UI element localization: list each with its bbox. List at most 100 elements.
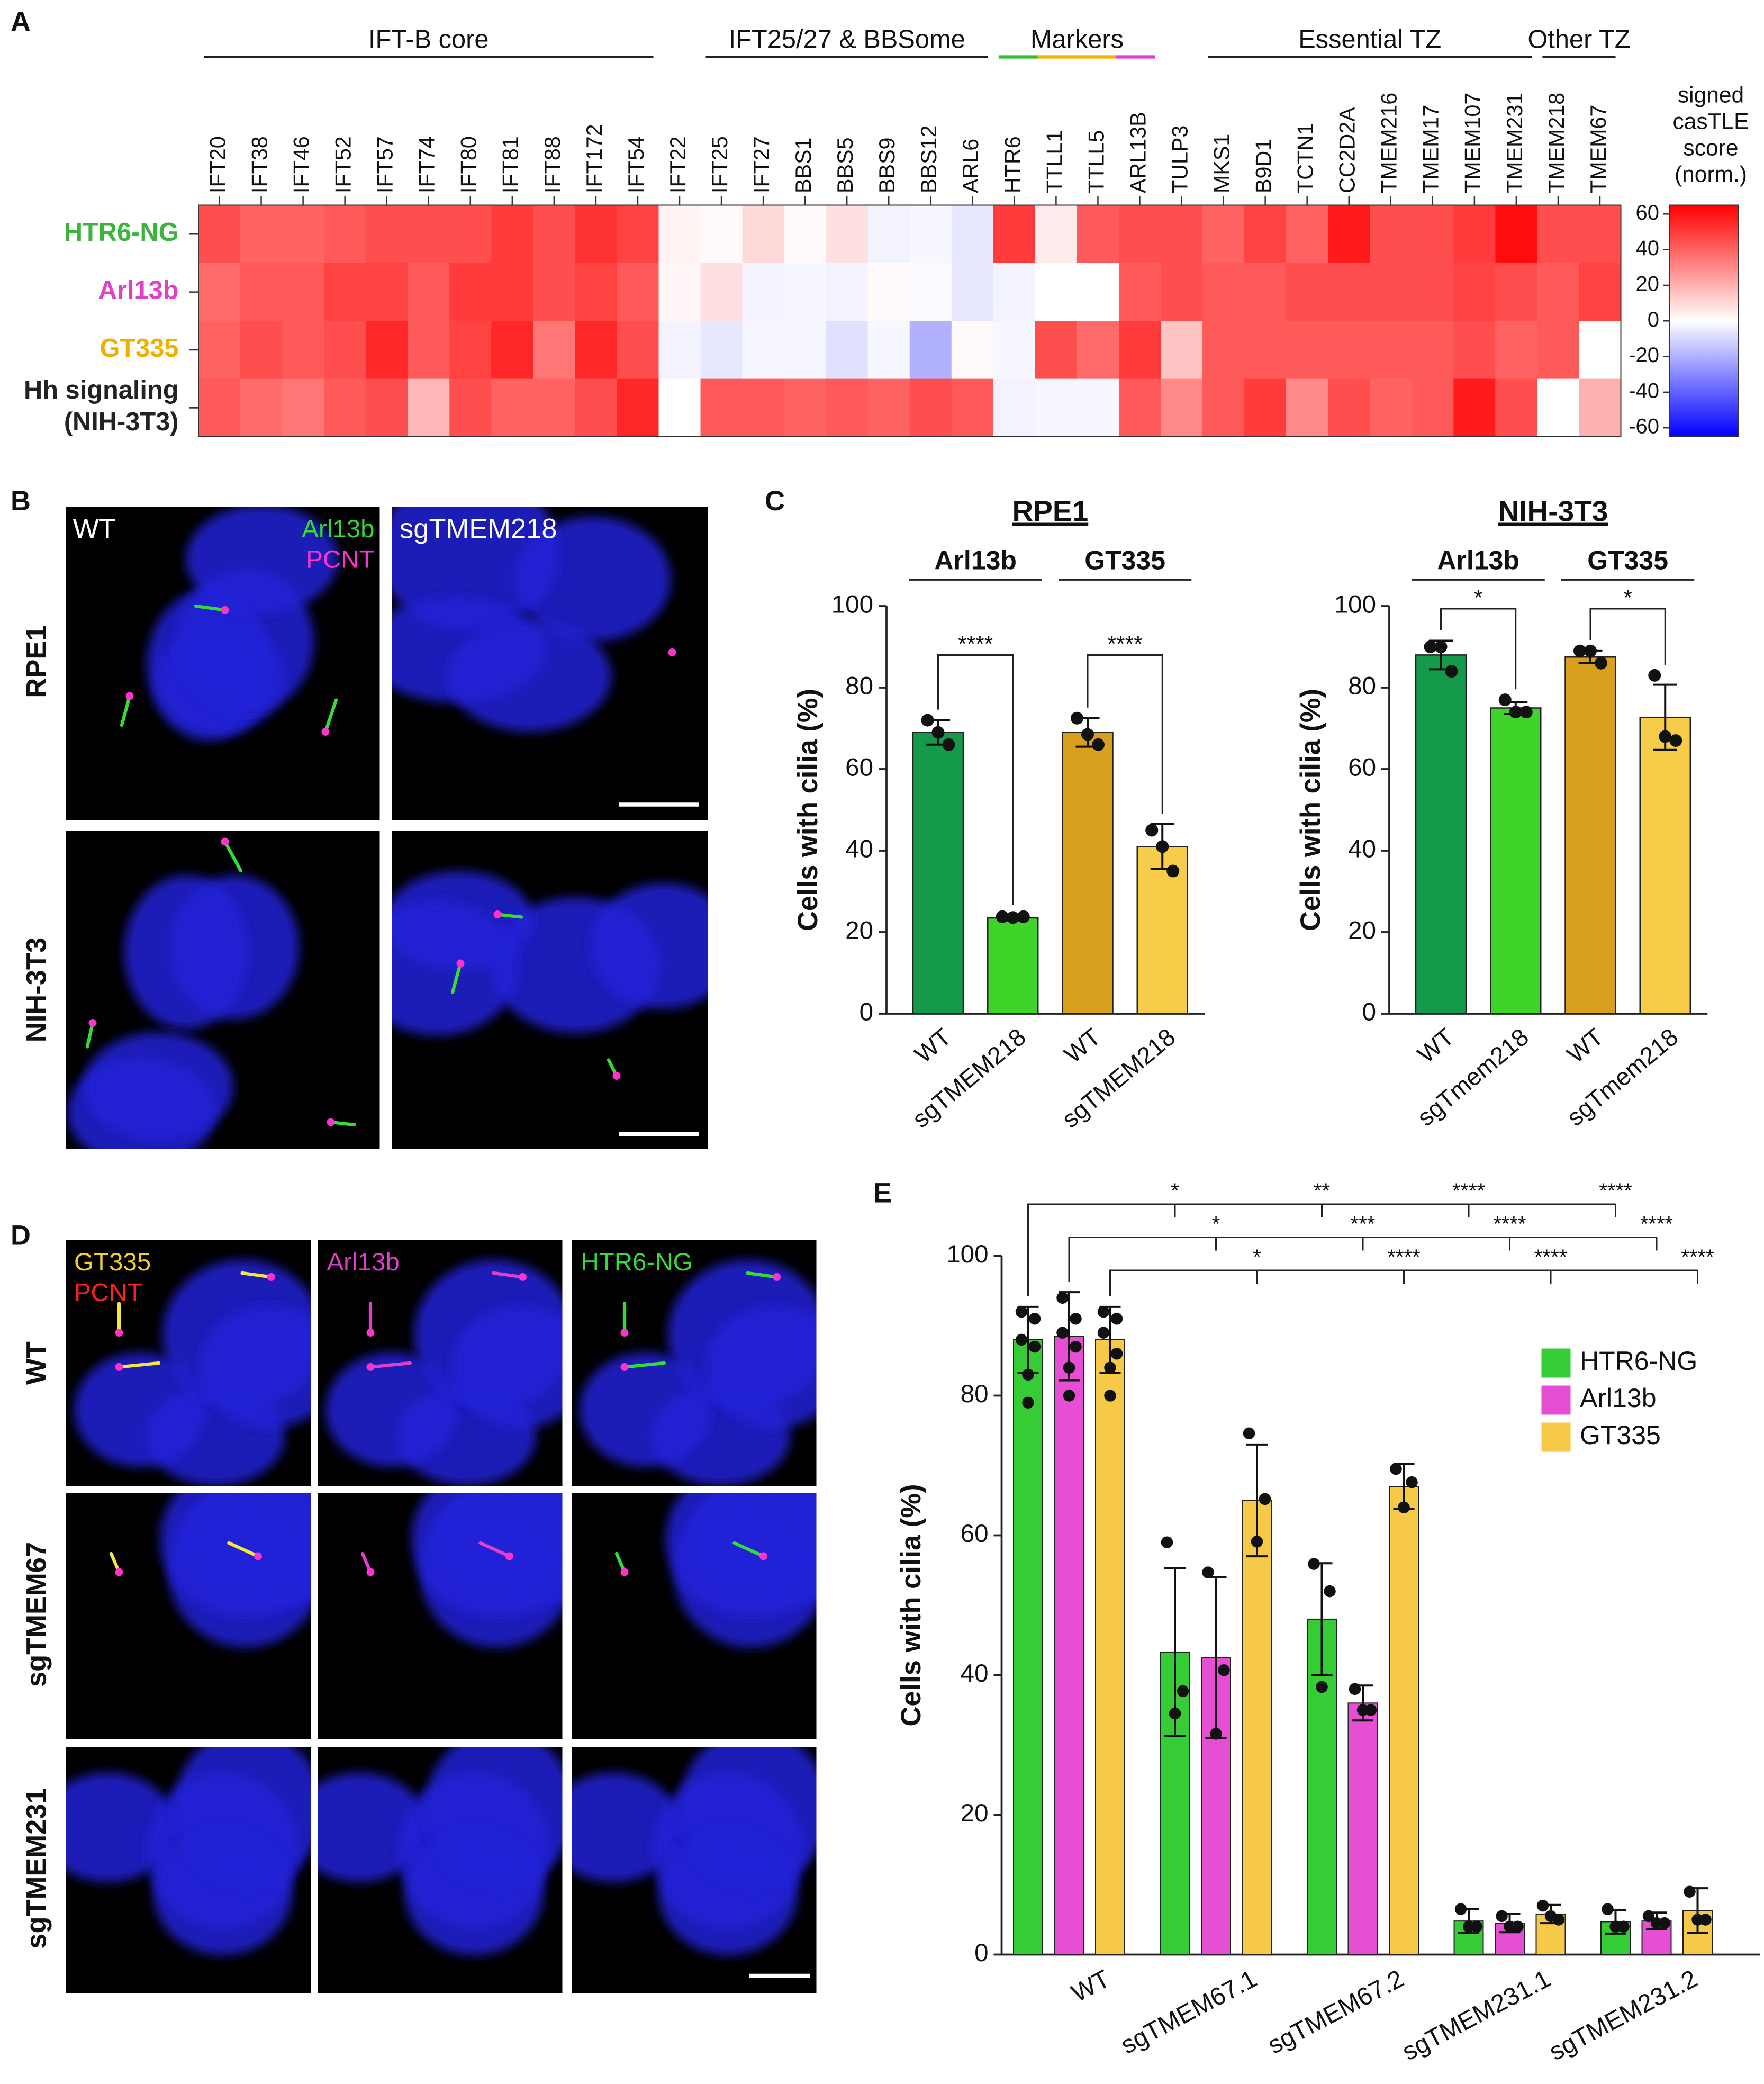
y-tick-label: 40 — [961, 1659, 989, 1688]
legend-label: Arl13b — [1580, 1383, 1657, 1413]
data-point — [1324, 1585, 1336, 1598]
data-point — [1218, 1664, 1230, 1676]
micrograph-content — [572, 1746, 817, 1955]
x-tick-label: WT — [1412, 1023, 1459, 1068]
heatmap-cell — [1077, 205, 1119, 264]
data-point — [1110, 1313, 1123, 1325]
heatmap-cell — [1579, 378, 1622, 437]
data-point — [931, 726, 945, 739]
bar — [912, 732, 964, 1015]
centrosome — [493, 910, 502, 918]
nucleus — [579, 1352, 712, 1467]
heatmap-cell — [742, 205, 785, 264]
heatmap-cell — [533, 378, 576, 437]
significance-label: * — [1474, 586, 1483, 611]
heatmap-cell — [1495, 378, 1538, 437]
column-label: TMEM17 — [1419, 105, 1443, 193]
column-label: IFT22 — [666, 136, 690, 193]
x-tick-label: sgTMEM231.1 — [1398, 1964, 1555, 2066]
nucleus — [325, 1352, 458, 1467]
nucleus — [451, 1305, 563, 1428]
data-point — [1454, 1903, 1467, 1915]
column-label: TMEM67 — [1586, 105, 1611, 193]
channel-label: HTR6-NG — [581, 1248, 693, 1276]
significance-bracket — [1027, 1203, 1616, 1296]
data-point — [942, 738, 955, 751]
micrograph-content — [579, 1260, 817, 1486]
heatmap-cell — [575, 263, 618, 322]
y-axis-label: Cells with cilia (%) — [895, 1484, 927, 1726]
heatmap-cell — [909, 263, 952, 322]
significance-bracket — [1068, 1236, 1657, 1282]
heatmap-cell — [1579, 321, 1622, 380]
column-label: ARL13B — [1126, 112, 1150, 193]
y-tick-label: 20 — [961, 1799, 989, 1827]
data-point — [1156, 840, 1169, 853]
heatmap-cell — [1118, 263, 1162, 322]
channel-label: GT335 — [74, 1248, 151, 1276]
y-tick-label: 20 — [1348, 917, 1376, 945]
heatmap-cell — [658, 321, 701, 380]
column-label: TCTN1 — [1293, 123, 1318, 193]
column-label: MKS1 — [1209, 134, 1234, 193]
data-point — [1063, 1390, 1075, 1402]
micrograph-content — [67, 837, 357, 1149]
image-label: WT — [73, 513, 116, 544]
centrosome — [125, 692, 134, 700]
x-tick-label: WT — [1059, 1023, 1106, 1068]
y-tick-label: 60 — [1348, 754, 1376, 782]
heatmap-cell — [1412, 378, 1454, 437]
column-label: HTR6 — [1000, 136, 1025, 193]
y-tick-label: 0 — [974, 1939, 988, 1967]
heatmap-cell — [408, 378, 450, 437]
data-point — [1462, 1920, 1475, 1933]
heatmap-cell — [784, 378, 827, 437]
heatmap-cell — [1161, 321, 1204, 380]
data-point — [1006, 911, 1019, 924]
heatmap-cell — [324, 263, 367, 322]
column-label: IFT88 — [540, 136, 565, 193]
y-tick-label: 40 — [1348, 835, 1376, 863]
heatmap-cell — [1118, 205, 1162, 264]
x-tick-label: sgTMEM231.2 — [1544, 1964, 1702, 2066]
group-label: Other TZ — [1527, 25, 1630, 53]
centrosome — [115, 1363, 123, 1371]
heatmap-cell — [1537, 321, 1580, 380]
nucleus — [589, 883, 708, 1009]
heatmap-cell — [867, 205, 910, 264]
data-point — [1659, 730, 1672, 743]
row-label: sgTMEM231 — [21, 1788, 52, 1948]
centrosome — [221, 837, 229, 846]
heatmap-cell — [784, 263, 827, 322]
data-point — [1166, 864, 1180, 878]
heatmap-cell — [617, 205, 659, 264]
micrograph-content — [392, 871, 708, 1080]
heatmap-cell — [909, 321, 952, 380]
row-label: NIH-3T3 — [21, 937, 52, 1042]
column-label: IFT81 — [499, 136, 523, 193]
heatmap-cell — [867, 263, 910, 322]
centrosome — [115, 1329, 123, 1337]
data-point — [1544, 1910, 1557, 1923]
x-tick-label: WT — [909, 1023, 956, 1068]
data-point — [1161, 1536, 1173, 1548]
significance-label: *** — [1351, 1213, 1376, 1236]
cilium — [240, 1271, 273, 1279]
data-point — [1015, 1333, 1028, 1346]
heatmap-cell — [1328, 205, 1371, 264]
row-label: GT335 — [99, 334, 178, 363]
nucleus — [404, 1829, 544, 1955]
channel-label: Arl13b — [327, 1248, 400, 1276]
heatmap-cell — [449, 205, 492, 264]
data-point — [1684, 1885, 1696, 1898]
chart-title: RPE1 — [1012, 495, 1089, 528]
heatmap-cell — [1077, 321, 1119, 380]
centrosome — [505, 1552, 514, 1560]
heatmap-cell — [742, 263, 785, 322]
y-axis-label: Cells with cilia (%) — [1295, 689, 1326, 931]
heatmap-cell — [324, 205, 367, 264]
data-point — [1509, 706, 1522, 719]
row-label: Hh signaling — [24, 376, 178, 404]
data-point — [1398, 1501, 1410, 1513]
data-point — [1081, 728, 1094, 741]
